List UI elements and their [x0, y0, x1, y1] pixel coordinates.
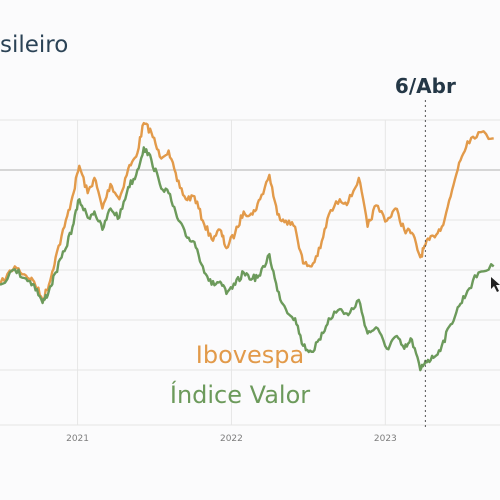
chart-title: sileiro: [0, 32, 68, 58]
reference-line-label: 6/Abr: [395, 74, 456, 98]
series-line-ibovespa: [0, 121, 494, 302]
legend-entry-ibovespa: Ibovespa: [196, 341, 304, 369]
series-line-indice-valor: [0, 146, 495, 372]
grid-layer: [0, 119, 500, 426]
mouse-cursor-icon: [491, 277, 500, 292]
x-tick-label: 2023: [374, 434, 397, 444]
x-tick-label: 2021: [66, 434, 89, 444]
series-layer: [0, 121, 495, 372]
legend-entry-indice-valor: Índice Valor: [170, 380, 310, 409]
x-axis: 2021 2022 2023: [66, 434, 397, 444]
x-tick-label: 2022: [220, 434, 243, 444]
